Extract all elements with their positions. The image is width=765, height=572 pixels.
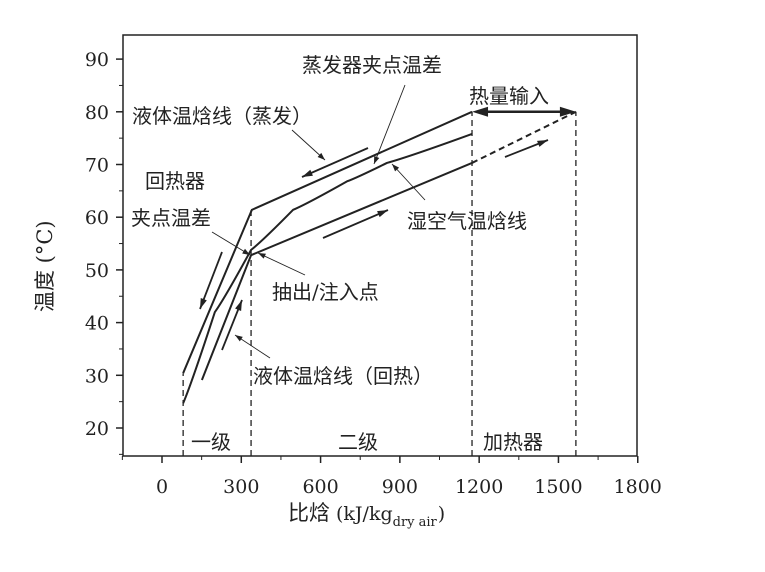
annotation-evaporator-pinch: 蒸发器夹点温差 [302, 53, 442, 77]
y-tick-label: 90 [85, 49, 109, 71]
series-line [200, 161, 473, 381]
annotation-regenerator-pinch-2: 夹点温差 [131, 206, 211, 230]
x-axis-title: 比焓 (kJ/kgdry air) [288, 501, 445, 530]
flow-arrow-air [322, 209, 389, 239]
x-axis-unit-close: ) [438, 503, 445, 525]
y-tick-label: 50 [85, 260, 109, 282]
annotation-heater: 加热器 [483, 430, 543, 454]
x-axis-label: 比焓 [288, 501, 330, 525]
annotation-liquid-line-evap: 液体温焓线（蒸发） [132, 104, 312, 128]
annotation-stage2: 二级 [338, 430, 378, 454]
series-line [182, 132, 473, 404]
flow-arrow-liquid-down-head [200, 298, 207, 309]
annotation-liquid-line-regen: 液体温焓线（回热） [253, 364, 433, 388]
x-tick-label: 900 [382, 476, 418, 498]
series-line [471, 110, 577, 164]
y-tick-label: 60 [85, 207, 109, 229]
x-axis-unit-sub: dry air [393, 515, 438, 530]
leader-moist-air [391, 163, 426, 201]
y-tick-label: 80 [85, 102, 109, 124]
leader-regenerator-pinch-head [242, 248, 250, 255]
x-tick-label: 1800 [614, 476, 662, 498]
flow-arrow-regen-up-head [235, 300, 242, 311]
plot-frame [122, 34, 638, 457]
y-tick-label: 40 [85, 313, 109, 335]
leader-moist-air-head [392, 164, 400, 172]
leader-extract-point-head [258, 253, 266, 259]
x-tick-label: 0 [156, 476, 168, 498]
x-tick-label: 600 [302, 476, 338, 498]
leader-liquid-regen-head [235, 335, 243, 342]
leader-extract-point [257, 252, 306, 276]
flow-arrow-heater-head [537, 140, 548, 147]
arrowhead-left [472, 106, 489, 117]
y-tick-label: 30 [85, 365, 109, 387]
y-tick-label: 70 [85, 155, 109, 177]
leader-liquid-evap-head [317, 152, 325, 160]
annotation-heat-input: 热量输入 [469, 84, 549, 108]
flow-arrow-evap [301, 147, 369, 178]
annotation-stage1: 一级 [191, 430, 231, 454]
x-tick-label: 1200 [455, 476, 503, 498]
y-axis-label: 温度 (°C) [33, 220, 57, 312]
annotation-regenerator-pinch-1: 回热器 [145, 169, 205, 193]
x-tick-label: 300 [223, 476, 259, 498]
leader-evaporator-pinch-head [374, 156, 380, 164]
series-line [182, 110, 473, 374]
x-axis-unit: (kJ/kg [336, 503, 393, 525]
leader-evaporator-pinch [373, 84, 406, 165]
arrowhead-right [559, 106, 576, 117]
annotation-moist-air-line: 湿空气温焓线 [407, 209, 527, 233]
flow-arrow-air-head [377, 210, 388, 218]
flow-arrow-evap-head [302, 169, 313, 177]
x-tick-label: 1500 [534, 476, 582, 498]
y-tick-label: 20 [85, 418, 109, 440]
annotation-extract-inject-point: 抽出/注入点 [272, 280, 379, 304]
